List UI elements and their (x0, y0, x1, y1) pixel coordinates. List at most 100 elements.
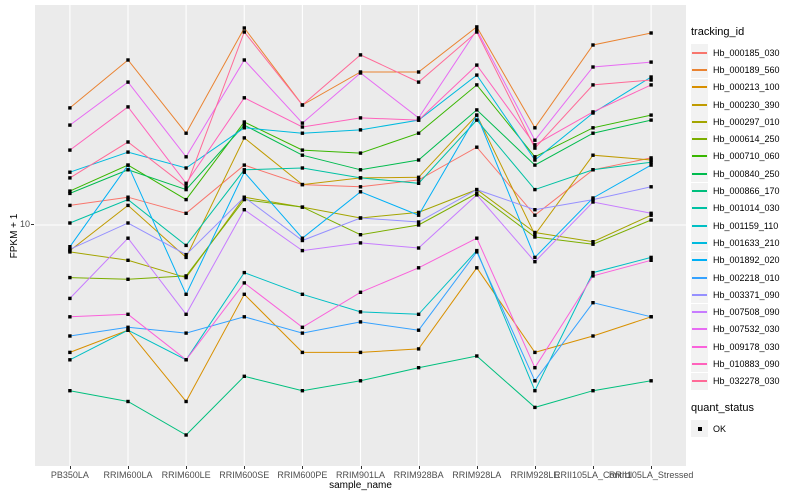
legend-key-swatch (691, 251, 708, 269)
data-point (358, 350, 363, 355)
data-point (184, 131, 188, 135)
x-tick-label: RRIM928LA (452, 470, 502, 480)
legend-item-Hb_009178_030: Hb_009178_030 (691, 338, 799, 356)
x-tick-mark (360, 466, 362, 469)
data-point (126, 221, 130, 225)
data-point (184, 433, 188, 437)
x-tick-label: RRIM600SE (219, 470, 270, 480)
x-tick-mark (186, 466, 188, 469)
data-point (68, 247, 72, 251)
data-point (649, 118, 653, 122)
data-point (649, 379, 653, 383)
data-point (416, 312, 421, 316)
x-tick-mark (476, 466, 478, 469)
data-point (126, 195, 130, 199)
x-tick-label: RRII105LA_Control (553, 470, 633, 480)
legend-item-Hb_001159_110: Hb_001159_110 (691, 217, 799, 235)
data-point (300, 205, 305, 209)
data-point (649, 113, 653, 117)
data-point (416, 210, 421, 215)
data-point (126, 277, 130, 281)
data-point (358, 71, 363, 75)
data-point (591, 334, 595, 338)
data-point (184, 243, 188, 248)
data-point (126, 163, 130, 167)
legend-item-label: Hb_003371_090 (713, 289, 780, 300)
data-point (184, 211, 188, 215)
data-point (533, 187, 537, 192)
data-point (475, 193, 479, 197)
data-point (358, 151, 363, 155)
legend-key-swatch (691, 130, 708, 148)
data-point (416, 116, 421, 120)
data-point (358, 290, 363, 294)
data-point (242, 170, 246, 174)
legend-item-Hb_003371_090: Hb_003371_090 (691, 286, 799, 304)
data-point (126, 105, 130, 109)
legend-key-swatch (691, 44, 708, 62)
data-point (242, 195, 246, 199)
data-point (416, 328, 421, 332)
legend-item-Hb_000213_100: Hb_000213_100 (691, 78, 799, 96)
x-tick-mark (302, 466, 304, 469)
data-point (126, 203, 130, 208)
legend-item-Hb_000710_060: Hb_000710_060 (691, 147, 799, 165)
data-point (68, 148, 72, 152)
legend-line-swatch-icon (692, 276, 707, 279)
data-point (591, 389, 595, 393)
x-tick-label: RRIM600PE (277, 470, 328, 480)
quant-key-swatch (691, 420, 708, 438)
data-point (184, 358, 188, 362)
data-point (358, 379, 363, 383)
data-point (300, 331, 305, 335)
data-point (68, 221, 72, 225)
x-tick-mark (593, 466, 594, 469)
data-point (126, 312, 130, 316)
data-point (126, 140, 130, 144)
data-point (242, 120, 246, 124)
legend-item-label: Hb_032278_030 (713, 376, 780, 387)
legend-item-Hb_001014_030: Hb_001014_030 (691, 199, 799, 217)
data-point (591, 200, 595, 204)
tracking-legend-items: Hb_000185_030 Hb_000189_560 Hb_000213_100 H… (691, 44, 799, 390)
x-axis-title: sample_name (329, 480, 392, 491)
data-point (591, 168, 595, 172)
x-tick-label: RRIM600LE (161, 470, 211, 480)
data-point (591, 197, 595, 202)
data-point (358, 53, 363, 57)
data-point (68, 350, 72, 355)
data-point (242, 197, 246, 202)
legend-item-label: Hb_001633_210 (713, 237, 780, 248)
data-point (533, 208, 537, 212)
data-point (533, 389, 537, 393)
data-point (649, 31, 653, 35)
data-point (68, 123, 72, 127)
data-point (300, 248, 305, 253)
data-point (68, 296, 72, 301)
data-point (68, 334, 72, 338)
legend-item-label: Hb_000213_100 (713, 82, 780, 93)
legend-line-swatch-icon (692, 68, 707, 71)
data-point (475, 25, 479, 29)
legend-item-label: Hb_000185_030 (713, 47, 780, 58)
data-point (358, 185, 363, 189)
data-point (300, 166, 305, 170)
data-point (533, 230, 537, 235)
legend-line-swatch-icon (692, 51, 707, 54)
data-point (68, 176, 72, 180)
y-tick-label: 10 (19, 219, 30, 229)
legend-line-swatch-icon (692, 172, 707, 175)
data-point (358, 320, 363, 324)
data-point (475, 236, 479, 240)
data-point (242, 163, 246, 167)
legend-item-label: Hb_001892_020 (713, 255, 780, 266)
data-point (242, 30, 246, 34)
legend-key-swatch (691, 182, 708, 200)
data-point (358, 190, 363, 194)
legend-line-swatch-icon (692, 293, 707, 296)
data-point (68, 358, 72, 362)
data-point (416, 223, 421, 227)
legend-key-swatch (691, 165, 708, 183)
data-point (591, 126, 595, 130)
quant-legend: quant_status OK (691, 402, 799, 438)
